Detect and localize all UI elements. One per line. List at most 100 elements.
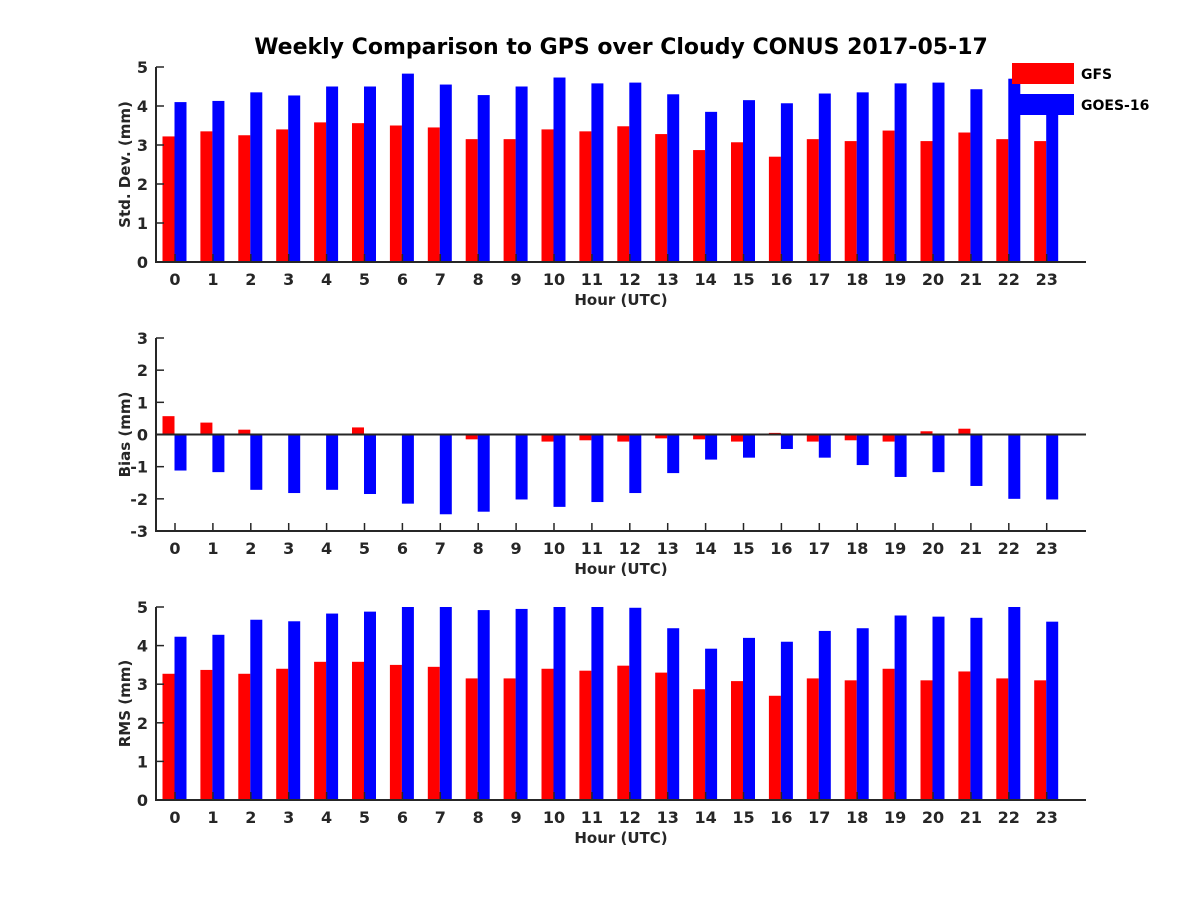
bar-goes-16-19 — [894, 615, 907, 800]
bar-goes-16-16 — [780, 641, 793, 800]
x-axis-label: Hour (UTC) — [574, 560, 667, 578]
x-tick-label: 9 — [511, 539, 522, 558]
bar-goes-16-17 — [818, 93, 831, 263]
y-tick-label: -1 — [130, 458, 148, 477]
x-tick-label: 6 — [397, 270, 408, 289]
bar-goes-16-21 — [970, 617, 983, 800]
x-tick-label: 10 — [543, 539, 565, 558]
x-tick-label: 13 — [657, 270, 679, 289]
bar-gfs-0 — [162, 136, 175, 262]
series-goes-16 — [174, 607, 1059, 800]
bar-gfs-17 — [806, 139, 819, 262]
bar-goes-16-19 — [894, 434, 907, 477]
bar-goes-16-19 — [894, 83, 907, 262]
bar-gfs-12 — [617, 434, 630, 442]
bar-gfs-10 — [541, 129, 554, 262]
y-tick-label: 3 — [137, 329, 148, 348]
bar-goes-16-2 — [250, 619, 263, 800]
x-tick-label: 2 — [245, 808, 256, 827]
x-tick-label: 8 — [473, 539, 484, 558]
x-tick-label: 5 — [359, 808, 370, 827]
bar-goes-16-14 — [705, 434, 718, 460]
x-tick-label: 22 — [998, 539, 1020, 558]
bar-goes-16-3 — [288, 621, 301, 800]
bar-gfs-5 — [352, 427, 364, 435]
bar-goes-16-4 — [326, 613, 339, 800]
x-tick-label: 0 — [169, 270, 180, 289]
x-tick-label: 9 — [511, 270, 522, 289]
bar-gfs-14 — [693, 150, 706, 262]
bar-goes-16-6 — [401, 73, 414, 262]
bar-goes-16-13 — [667, 628, 680, 800]
x-tick-label: 22 — [998, 270, 1020, 289]
bar-goes-16-16 — [780, 434, 793, 449]
bar-gfs-12 — [617, 665, 630, 800]
bar-gfs-17 — [806, 434, 819, 442]
bar-goes-16-9 — [515, 434, 528, 500]
x-tick-label: 15 — [732, 808, 754, 827]
bar-goes-16-15 — [743, 637, 755, 800]
bar-goes-16-20 — [932, 434, 945, 473]
x-tick-label: 1 — [207, 539, 218, 558]
legend: GFS GOES-16 — [1012, 63, 1149, 115]
bar-goes-16-9 — [515, 608, 528, 800]
bar-goes-16-8 — [477, 434, 490, 512]
bar-goes-16-5 — [364, 434, 376, 495]
bar-goes-16-21 — [970, 89, 983, 262]
x-tick-label: 11 — [581, 808, 603, 827]
bar-gfs-15 — [731, 681, 743, 800]
x-tick-label: 7 — [435, 270, 446, 289]
x-tick-label: 23 — [1036, 808, 1058, 827]
bar-gfs-21 — [958, 671, 971, 800]
bar-gfs-10 — [541, 668, 554, 800]
bar-gfs-15 — [731, 434, 743, 442]
bar-gfs-18 — [844, 680, 857, 800]
x-tick-label: 11 — [581, 539, 603, 558]
y-tick-label: 1 — [137, 393, 148, 412]
bar-goes-16-10 — [553, 77, 566, 262]
y-tick-label: 3 — [137, 136, 148, 155]
y-axis-label: RMS (mm) — [116, 660, 134, 747]
bar-gfs-2 — [238, 673, 251, 800]
bar-gfs-20 — [920, 680, 933, 800]
bar-goes-16-0 — [174, 636, 187, 800]
bar-goes-16-2 — [250, 92, 263, 262]
bar-gfs-0 — [162, 673, 175, 800]
bar-goes-16-1 — [212, 100, 225, 263]
bar-gfs-13 — [655, 434, 668, 439]
bar-gfs-11 — [579, 131, 592, 262]
bar-goes-16-15 — [743, 100, 755, 263]
bar-gfs-2 — [238, 429, 251, 435]
bar-gfs-12 — [617, 126, 630, 262]
x-tick-label: 3 — [283, 270, 294, 289]
bar-goes-16-20 — [932, 82, 945, 262]
x-tick-label: 21 — [960, 270, 982, 289]
bar-goes-16-13 — [667, 94, 680, 262]
bar-gfs-8 — [465, 434, 478, 440]
bar-goes-16-11 — [591, 434, 604, 503]
x-tick-label: 23 — [1036, 270, 1058, 289]
bar-gfs-10 — [541, 434, 554, 442]
y-tick-label: 5 — [137, 598, 148, 617]
y-tick-label: 1 — [137, 214, 148, 233]
x-tick-label: 14 — [694, 270, 716, 289]
bar-goes-16-23 — [1046, 621, 1059, 800]
x-tick-label: 10 — [543, 270, 565, 289]
bar-goes-16-12 — [629, 82, 642, 262]
x-tick-label: 7 — [435, 539, 446, 558]
x-tick-label: 1 — [207, 270, 218, 289]
x-tick-label: 19 — [884, 808, 906, 827]
x-tick-label: 21 — [960, 539, 982, 558]
bar-gfs-11 — [579, 434, 592, 441]
bar-gfs-17 — [806, 678, 819, 800]
bar-goes-16-12 — [629, 434, 642, 494]
x-tick-label: 12 — [619, 270, 641, 289]
x-tick-label: 10 — [543, 808, 565, 827]
bar-goes-16-15 — [743, 434, 755, 458]
bar-goes-16-9 — [515, 86, 528, 262]
x-tick-label: 3 — [283, 808, 294, 827]
y-tick-label: -3 — [130, 522, 148, 541]
x-tick-label: 4 — [321, 808, 332, 827]
